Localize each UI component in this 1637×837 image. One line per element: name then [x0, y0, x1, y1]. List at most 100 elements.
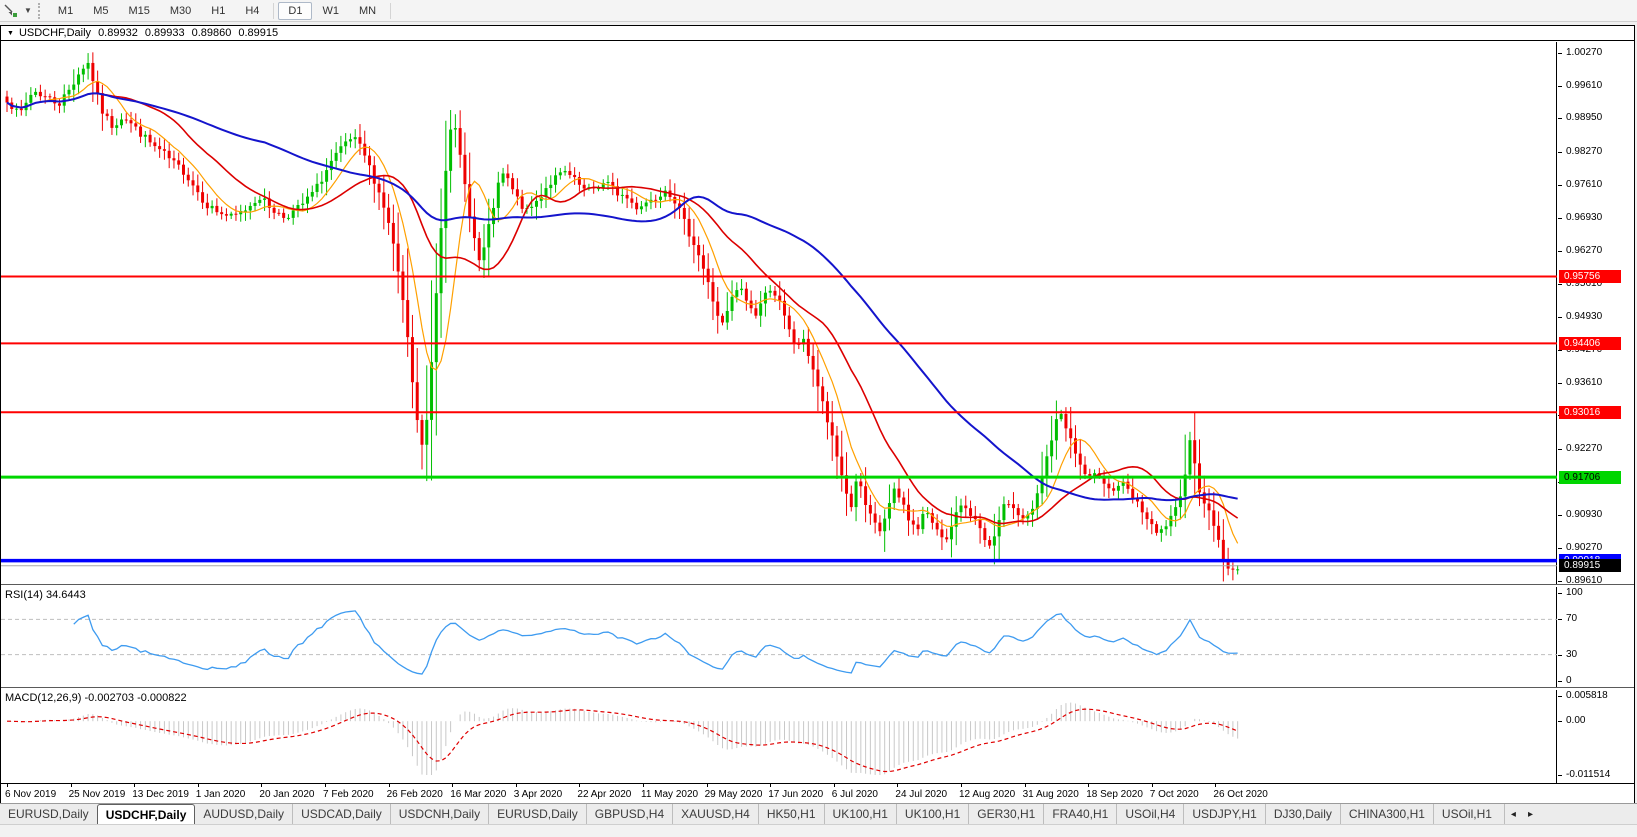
main-chart-plot[interactable] — [1, 42, 1557, 584]
tab-uk100-h1[interactable]: UK100,H1 — [823, 804, 896, 824]
date-label: 13 Dec 2019 — [132, 789, 189, 800]
tab-eurusd-daily[interactable]: EURUSD,Daily — [488, 804, 586, 824]
macd-axis: 0.005818 0.00 -0.011514 — [1558, 690, 1634, 783]
time-tick — [197, 784, 199, 787]
timeframe-button-m5[interactable]: M5 — [93, 4, 109, 17]
tab-audusd-daily[interactable]: AUDUSD,Daily — [203, 807, 285, 821]
time-tick — [961, 784, 962, 787]
timeframe-button-m15[interactable]: M15 — [128, 4, 150, 17]
macd-label: MACD(12,26,9) -0.002703 -0.000822 — [5, 692, 187, 704]
candlestick-chart[interactable] — [1, 42, 1557, 584]
time-tick — [579, 784, 581, 787]
tab-uk100-h1[interactable]: UK100,H1 — [895, 804, 968, 824]
toolbar-dropdown-caret[interactable]: ▼ — [24, 6, 32, 15]
macd-pane: MACD(12,26,9) -0.002703 -0.000822 0.0058… — [1, 690, 1634, 783]
time-tick — [515, 784, 517, 787]
date-label: 16 Mar 2020 — [450, 789, 507, 800]
tab-usdchf-daily[interactable]: USDCHF,Daily — [96, 804, 196, 824]
tab-gbpusd-h4[interactable]: GBPUSD,H4 — [585, 804, 672, 824]
date-label: 29 May 2020 — [704, 789, 763, 800]
time-tick — [643, 784, 644, 787]
timeframe-button-m1[interactable]: M1 — [57, 4, 74, 17]
macd-histogram-chart[interactable] — [1, 690, 1557, 783]
tabs-scroll-left-icon[interactable]: ◂ — [1510, 808, 1516, 820]
time-tick — [70, 784, 72, 787]
tab-xauusd-h4[interactable]: XAUUSD,H4 — [672, 804, 758, 824]
pane-separator-macd[interactable] — [1, 687, 1634, 690]
date-label: 7 Oct 2020 — [1149, 789, 1199, 800]
time-tick — [134, 784, 136, 787]
rsi-line-chart[interactable] — [1, 587, 1557, 687]
timeframe-button-h1[interactable]: H1 — [211, 4, 226, 17]
toolbar-separator — [390, 2, 392, 19]
time-tick — [770, 784, 772, 787]
bid-price-badge: 0.89915 — [1559, 559, 1621, 573]
tab-china300-h1[interactable]: CHINA300,H1 — [1339, 804, 1433, 824]
date-label: 20 Jan 2020 — [259, 789, 315, 800]
timeframe-button-d1[interactable]: D1 — [278, 1, 313, 20]
time-tick — [1151, 784, 1153, 787]
date-label: 31 Aug 2020 — [1022, 789, 1079, 800]
date-label: 22 Apr 2020 — [577, 789, 632, 800]
ohlc-low: 0.89860 — [191, 27, 232, 39]
chart-menu-caret-icon[interactable]: ▼ — [7, 29, 14, 37]
rsi-plot[interactable]: RSI(14) 34.6443 — [1, 587, 1557, 687]
time-tick — [452, 784, 454, 787]
date-label: 6 Nov 2019 — [5, 789, 57, 800]
toolbar-grip[interactable] — [37, 2, 44, 19]
time-tick — [706, 784, 708, 787]
ohlc-close: 0.89915 — [238, 27, 279, 39]
tab-usdcad-daily[interactable]: USDCAD,Daily — [292, 804, 390, 824]
timeframe-button-mn[interactable]: MN — [358, 4, 377, 17]
date-label: 7 Feb 2020 — [323, 789, 374, 800]
timeframe-button-m30[interactable]: M30 — [169, 4, 192, 17]
time-tick — [1024, 784, 1026, 787]
level-price-badge: 0.94406 — [1559, 336, 1621, 350]
main-price-pane: 1.00270 0.99610 0.98950 0.98270 0.97610 0.969… — [1, 42, 1634, 586]
price-axis: 1.00270 0.99610 0.98950 0.98270 0.97610 0.969… — [1558, 42, 1634, 586]
date-label: 6 Jul 2020 — [831, 789, 878, 800]
chart-window: ▼ USDCHF,Daily 0.89932 0.89933 0.89860 0… — [0, 25, 1635, 804]
date-label: 3 Apr 2020 — [513, 789, 563, 800]
time-axis: 6 Nov 2019 25 Nov 2019 13 Dec 2019 1 Jan 20… — [1, 783, 1634, 804]
tab-usoil-h1[interactable]: USOil,H1 — [1432, 804, 1500, 824]
tab-usdjpy-h1[interactable]: USDJPY,H1 — [1183, 804, 1264, 824]
rsi-axis: 100 70 30 0 — [1558, 587, 1634, 687]
time-tick — [388, 784, 390, 787]
tab-usoil-h4[interactable]: USOil,H4 — [1116, 804, 1183, 824]
ohlc-high: 0.89933 — [144, 27, 185, 39]
rsi-label: RSI(14) 34.6443 — [5, 589, 86, 601]
date-label: 26 Feb 2020 — [386, 789, 443, 800]
time-tick — [833, 784, 835, 787]
tab-fra40-h1[interactable]: FRA40,H1 — [1043, 804, 1116, 824]
ohlc-open: 0.89932 — [98, 27, 138, 39]
pane-separator-rsi[interactable] — [1, 584, 1634, 587]
date-label: 24 Jul 2020 — [895, 789, 948, 800]
tabs-scroll-right-icon[interactable]: ▸ — [1527, 808, 1533, 820]
toolbar-separator — [273, 2, 275, 19]
macd-plot[interactable]: MACD(12,26,9) -0.002703 -0.000822 — [1, 690, 1557, 783]
level-price-badge: 0.91706 — [1559, 470, 1621, 484]
tab-scroll-arrows: ◂ ▸ — [1503, 804, 1539, 824]
chart-tab-bar: EURUSD,Daily USDCHF,Daily AUDUSD,Daily USDC… — [0, 803, 1637, 824]
time-tick — [1215, 784, 1217, 787]
date-label: 12 Aug 2020 — [959, 789, 1016, 800]
tab-dj30-daily[interactable]: DJ30,Daily — [1264, 804, 1340, 824]
timeframe-button-w1[interactable]: W1 — [322, 4, 339, 17]
time-tick — [7, 784, 8, 787]
timeframe-button-h4[interactable]: H4 — [245, 4, 260, 17]
chart-cursor-icon[interactable] — [2, 3, 20, 19]
time-tick — [897, 784, 899, 787]
status-strip — [0, 824, 1637, 837]
rsi-pane: RSI(14) 34.6443 100 70 30 0 — [1, 587, 1634, 687]
tab-ger30-h1[interactable]: GER30,H1 — [968, 804, 1043, 824]
time-tick — [325, 784, 326, 787]
date-label: 1 Jan 2020 — [195, 789, 246, 800]
chart-symbol-period: USDCHF,Daily — [18, 27, 92, 39]
time-tick — [261, 784, 263, 787]
top-toolbar: ▼ M1 M5 M15 M30 H1 H4 D1 W1 MN — [0, 0, 1637, 22]
tab-usdcnh-daily[interactable]: USDCNH,Daily — [389, 804, 488, 824]
tab-hk50-h1[interactable]: HK50,H1 — [757, 804, 824, 824]
date-label: 25 Nov 2019 — [68, 789, 126, 800]
tab-eurusd-daily[interactable]: EURUSD,Daily — [8, 807, 89, 821]
